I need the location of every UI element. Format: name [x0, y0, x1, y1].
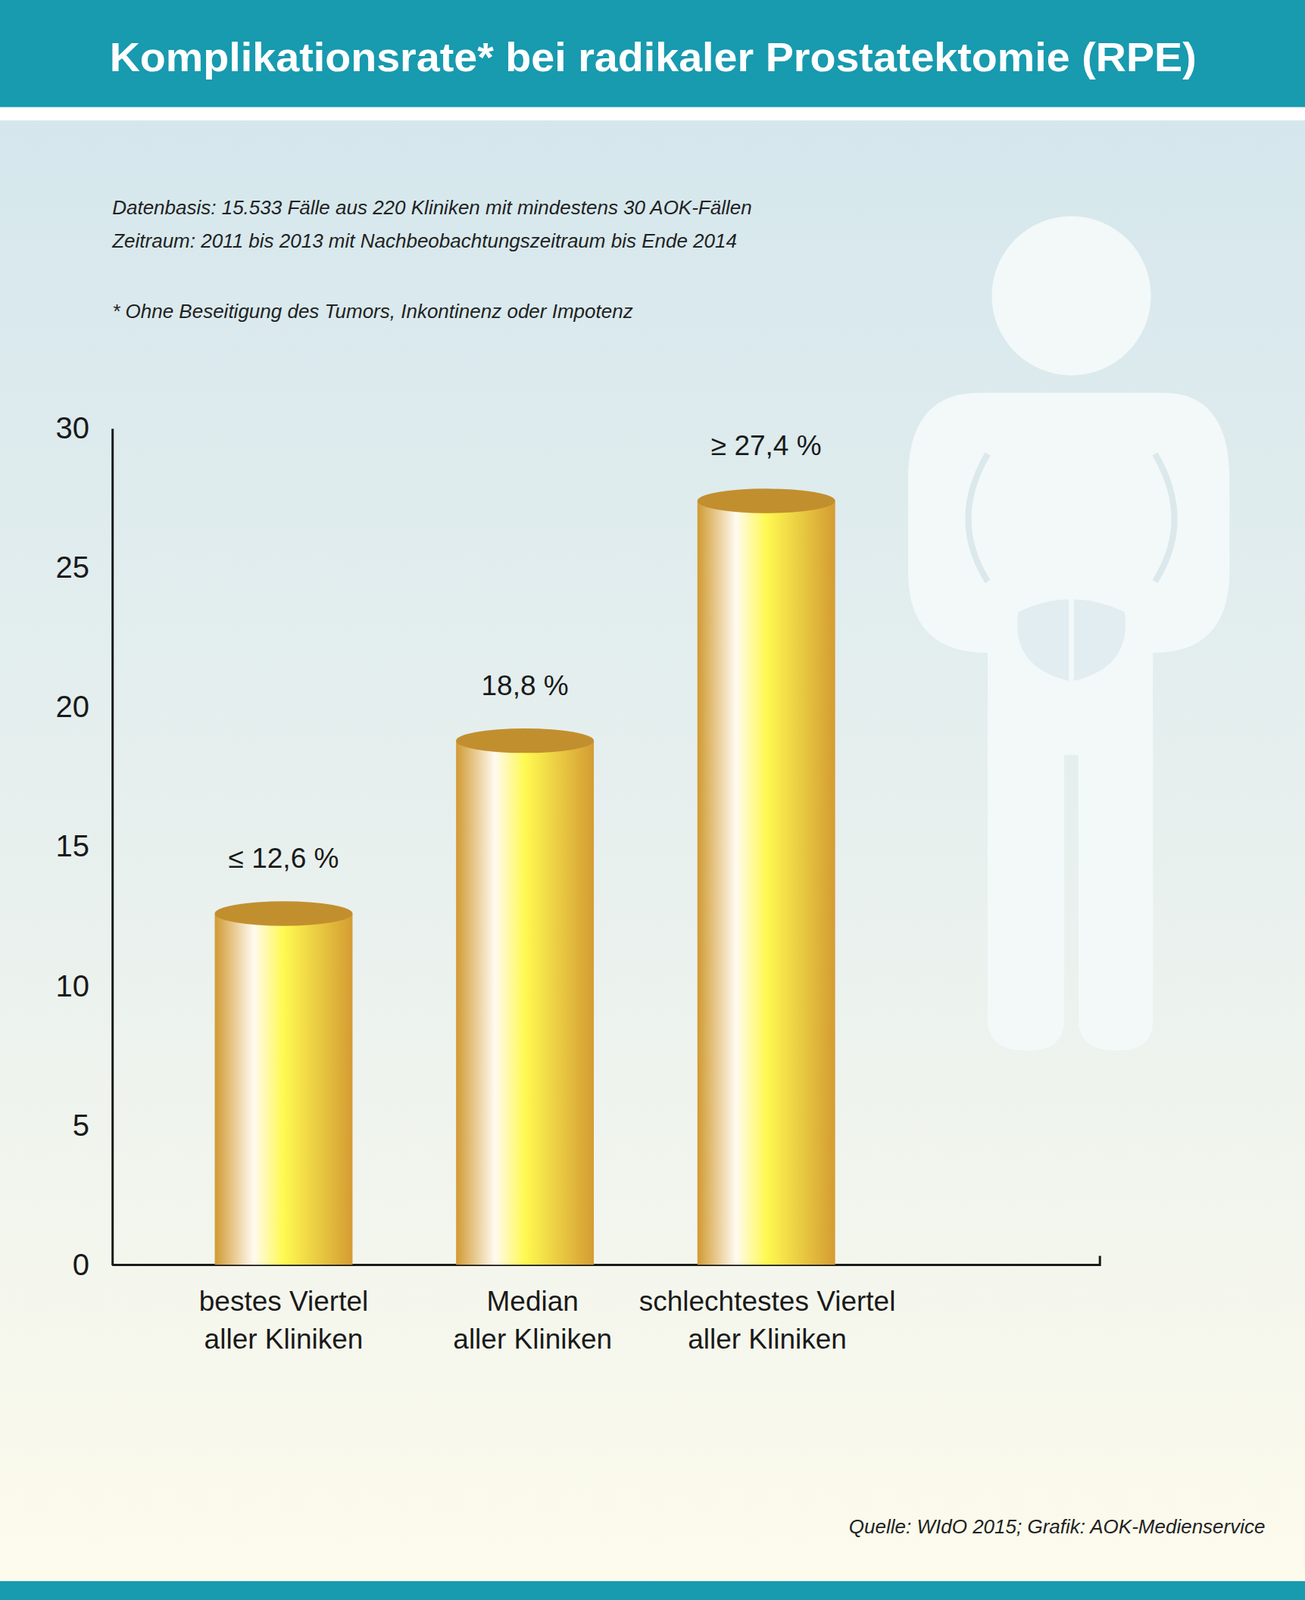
- y-tick-label: 25: [56, 550, 91, 584]
- annotation: * Ohne Beseitigung des Tumors, Inkontine…: [112, 299, 633, 323]
- bar: [455, 740, 594, 1265]
- source: Quelle: WIdO 2015; Grafik: AOK-Medienser…: [849, 1515, 1266, 1539]
- panel-background: [0, 120, 1305, 1600]
- header-band: [0, 0, 1305, 107]
- data-label: 18,8 %: [481, 670, 569, 702]
- y-tick: 30: [56, 411, 113, 445]
- title: Komplikationsrate* bei radikaler Prostat…: [109, 34, 1197, 80]
- bar-top: [697, 488, 836, 513]
- bar-top: [455, 728, 594, 753]
- person-urethra: [1030, 596, 1072, 730]
- x-tick-label-line: aller Kliniken: [687, 1323, 847, 1355]
- bar-group: [697, 488, 836, 1265]
- y-tick-label: 0: [72, 1248, 90, 1282]
- x-tick-label-line: Median: [487, 1286, 579, 1318]
- x-tick-label: bestes Viertel aller Kliniken: [199, 1286, 369, 1355]
- data-labels: ≤ 12,6 % 18,8 % ≥ 27,4 %: [228, 430, 822, 875]
- y-tick: 15: [56, 829, 113, 863]
- person-arm-line: [967, 453, 988, 581]
- x-tick-label: Median aller Kliniken: [452, 1286, 612, 1355]
- y-axis: 0 5 10 15 20 25 30: [56, 411, 113, 1282]
- y-tick-label: 20: [56, 689, 91, 724]
- page-background: [0, 0, 1305, 1600]
- data-label: ≥ 27,4 %: [711, 430, 822, 462]
- x-tick-label-line: schlechtestes Viertel: [639, 1286, 897, 1318]
- y-tick-label: 10: [56, 969, 91, 1003]
- bars: [215, 488, 836, 1265]
- annotation: Datenbasis: 15.533 Fälle aus 220 Klinike…: [112, 196, 753, 219]
- annotation: Zeitraum: 2011 bis 2013 mit Nachbeobacht…: [111, 229, 737, 253]
- x-tick-label-line: aller Kliniken: [452, 1323, 612, 1355]
- y-tick: 20: [56, 689, 113, 724]
- y-tick: 5: [72, 1108, 113, 1143]
- footer-band: [0, 1581, 1305, 1600]
- bar: [697, 501, 836, 1266]
- y-tick: 10: [56, 969, 113, 1003]
- y-tick-label: 30: [56, 411, 91, 445]
- x-tick-label-line: aller Kliniken: [204, 1323, 364, 1355]
- y-tick-label: 15: [56, 829, 91, 863]
- bar-group: [215, 901, 353, 1265]
- y-tick: 25: [56, 550, 113, 584]
- person-icon: [908, 216, 1230, 1052]
- y-axis-line: [111, 428, 114, 1266]
- person-head: [991, 216, 1151, 376]
- data-label: ≤ 12,6 %: [228, 842, 340, 875]
- bar-top: [215, 901, 353, 926]
- x-tick-label-line: bestes Viertel: [199, 1286, 369, 1318]
- bar-group: [455, 728, 594, 1265]
- y-tick-label: 5: [72, 1108, 90, 1143]
- y-tick: 0: [72, 1248, 113, 1282]
- person-body: [908, 393, 1230, 1052]
- x-axis: bestes Viertel aller Kliniken Median aller …: [199, 1286, 897, 1355]
- x-tick-label: schlechtestes Viertel aller Kliniken: [639, 1286, 897, 1355]
- bar: [215, 914, 353, 1266]
- person-arm-line: [1155, 453, 1175, 581]
- chart-root: Komplikationsrate* bei radikaler Prostat…: [0, 0, 1305, 1600]
